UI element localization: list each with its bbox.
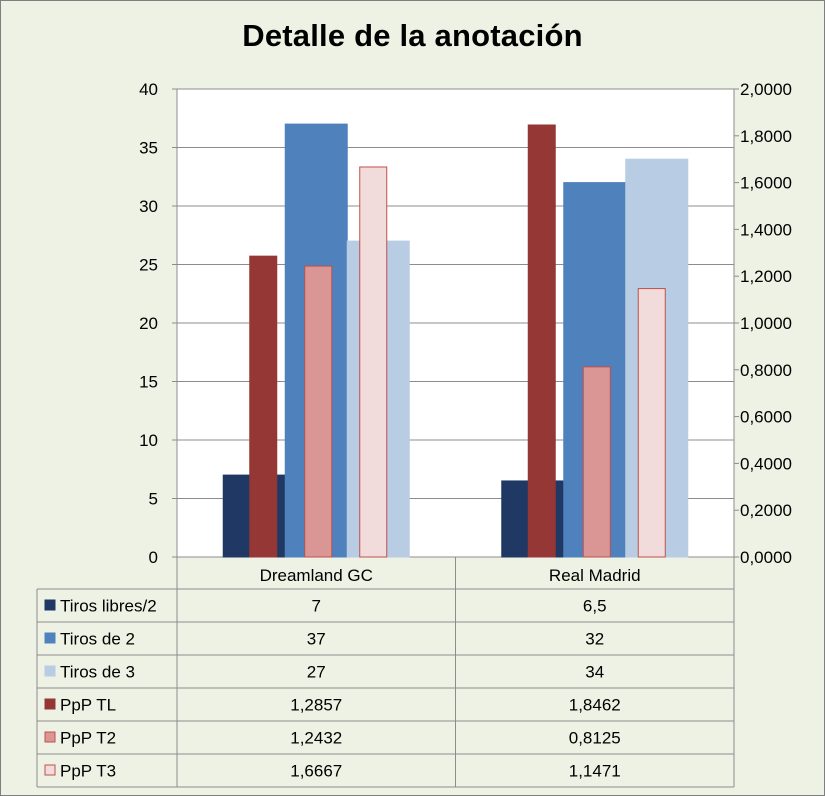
table-cell-value: 1,6667 <box>290 762 342 781</box>
legend-key <box>44 764 56 776</box>
legend-key <box>44 665 56 677</box>
bar-ppp-t2 <box>304 265 333 558</box>
table-cell-value: 32 <box>585 630 604 649</box>
left-axis-tick-label: 10 <box>139 431 158 450</box>
table-cell-value: 1,2432 <box>290 729 342 748</box>
legend-label: PpP TL <box>60 696 116 715</box>
right-axis-tick-label: 1,8000 <box>740 127 792 146</box>
legend-label: PpP T2 <box>60 729 116 748</box>
chart-title: Detalle de la anotación <box>242 18 583 53</box>
right-axis-tick-label: 0,2000 <box>740 501 792 520</box>
table-cell-value: 1,1471 <box>569 762 621 781</box>
table-cell-value: 7 <box>312 597 321 616</box>
bar-ppp-tl <box>527 124 556 558</box>
table-cell-value: 0,8125 <box>569 729 621 748</box>
right-axis-tick-label: 1,0000 <box>740 314 792 333</box>
left-axis-tick-label: 35 <box>139 139 158 158</box>
bar-ppp-t3 <box>359 166 388 558</box>
right-axis-tick-label: 1,6000 <box>740 174 792 193</box>
right-axis-tick-label: 0,8000 <box>740 361 792 380</box>
right-axis-tick-label: 0,4000 <box>740 454 792 473</box>
right-axis-tick-label: 0,0000 <box>740 548 792 567</box>
legend-label: PpP T3 <box>60 762 116 781</box>
left-axis-tick-label: 0 <box>149 548 158 567</box>
left-axis-tick-label: 30 <box>139 197 158 216</box>
legend-label: Tiros libres/2 <box>60 597 157 616</box>
legend-label: Tiros de 3 <box>60 663 135 682</box>
bar-ppp-tl <box>249 255 278 558</box>
table-cell-value: 34 <box>585 663 604 682</box>
legend-key <box>44 632 56 644</box>
right-axis-tick-label: 0,6000 <box>740 408 792 427</box>
left-axis-tick-label: 25 <box>139 256 158 275</box>
left-axis-tick-label: 20 <box>139 314 158 333</box>
legend-key <box>44 731 56 743</box>
category-label: Real Madrid <box>549 566 641 585</box>
table-cell-value: 1,2857 <box>290 696 342 715</box>
table-cell-value: 37 <box>307 630 326 649</box>
left-axis-tick-label: 15 <box>139 373 158 392</box>
category-label: Dreamland GC <box>260 566 373 585</box>
left-axis-tick-label: 5 <box>149 490 158 509</box>
legend-label: Tiros de 2 <box>60 630 135 649</box>
bar-ppp-t3 <box>637 288 666 558</box>
legend-key <box>44 698 56 710</box>
right-axis-tick-label: 1,2000 <box>740 267 792 286</box>
legend-key <box>44 599 56 611</box>
left-axis-tick-label: 40 <box>139 80 158 99</box>
bar-ppp-t2 <box>582 366 611 558</box>
right-axis-tick-label: 2,0000 <box>740 80 792 99</box>
table-cell-value: 6,5 <box>583 597 607 616</box>
table-cell-value: 1,8462 <box>569 696 621 715</box>
right-axis-tick-label: 1,4000 <box>740 220 792 239</box>
table-cell-value: 27 <box>307 663 326 682</box>
